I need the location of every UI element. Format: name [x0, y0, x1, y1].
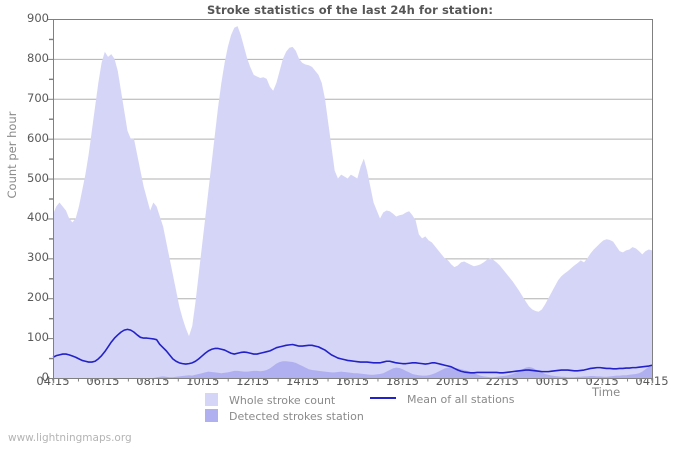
series-area-0 — [53, 26, 652, 379]
legend-item[interactable]: Detected strokes station — [205, 409, 364, 423]
y-tick-label: 200 — [27, 290, 49, 305]
x-axis-label: Time — [592, 385, 621, 399]
legend-label: Whole stroke count — [229, 394, 336, 407]
legend-label: Mean of all stations — [407, 393, 515, 406]
y-axis-tick-labels: 0 100 200 300 400 500 600 700 800 900 — [0, 0, 49, 450]
legend-item[interactable]: Whole stroke count — [205, 393, 335, 407]
y-tick-label: 700 — [27, 90, 49, 105]
chart-legend: Whole stroke count Detected strokes stati… — [0, 391, 700, 425]
series-line-2 — [52, 328, 653, 374]
y-tick-label: 400 — [27, 210, 49, 225]
legend-item[interactable]: Mean of all stations — [370, 393, 515, 406]
legend-swatch-icon — [205, 409, 218, 422]
y-tick-label: 600 — [27, 130, 49, 145]
chart-title: Stroke statistics of the last 24h for st… — [206, 3, 494, 17]
legend-line-icon — [370, 397, 396, 399]
y-tick-label: 0 — [41, 370, 49, 384]
y-tick-label: 500 — [27, 170, 49, 185]
legend-swatch-icon — [205, 393, 218, 406]
axes — [48, 19, 654, 383]
y-tick-label: 900 — [27, 11, 49, 25]
y-tick-label: 100 — [27, 330, 49, 345]
source-footer: www.lightningmaps.org — [8, 432, 132, 444]
y-tick-label: 800 — [27, 50, 49, 65]
series-area-1 — [53, 361, 652, 378]
y-tick-label: 300 — [27, 250, 49, 265]
legend-label: Detected strokes station — [229, 410, 364, 423]
